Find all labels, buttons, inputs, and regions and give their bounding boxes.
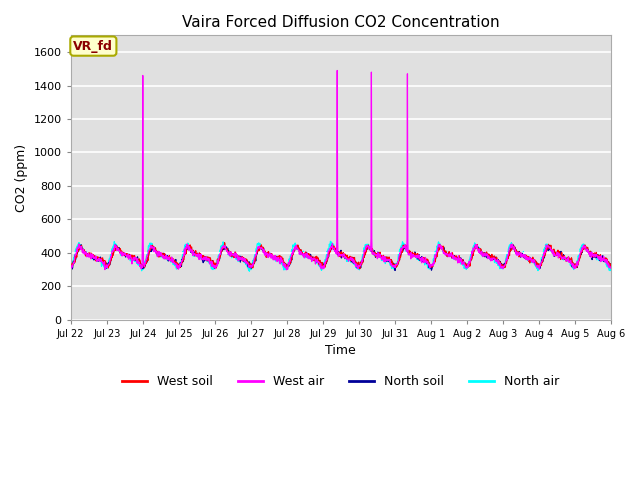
Legend: West soil, West air, North soil, North air: West soil, West air, North soil, North a… — [117, 370, 564, 393]
Title: Vaira Forced Diffusion CO2 Concentration: Vaira Forced Diffusion CO2 Concentration — [182, 15, 500, 30]
Y-axis label: CO2 (ppm): CO2 (ppm) — [15, 144, 28, 212]
Text: VR_fd: VR_fd — [74, 39, 113, 53]
X-axis label: Time: Time — [325, 344, 356, 357]
